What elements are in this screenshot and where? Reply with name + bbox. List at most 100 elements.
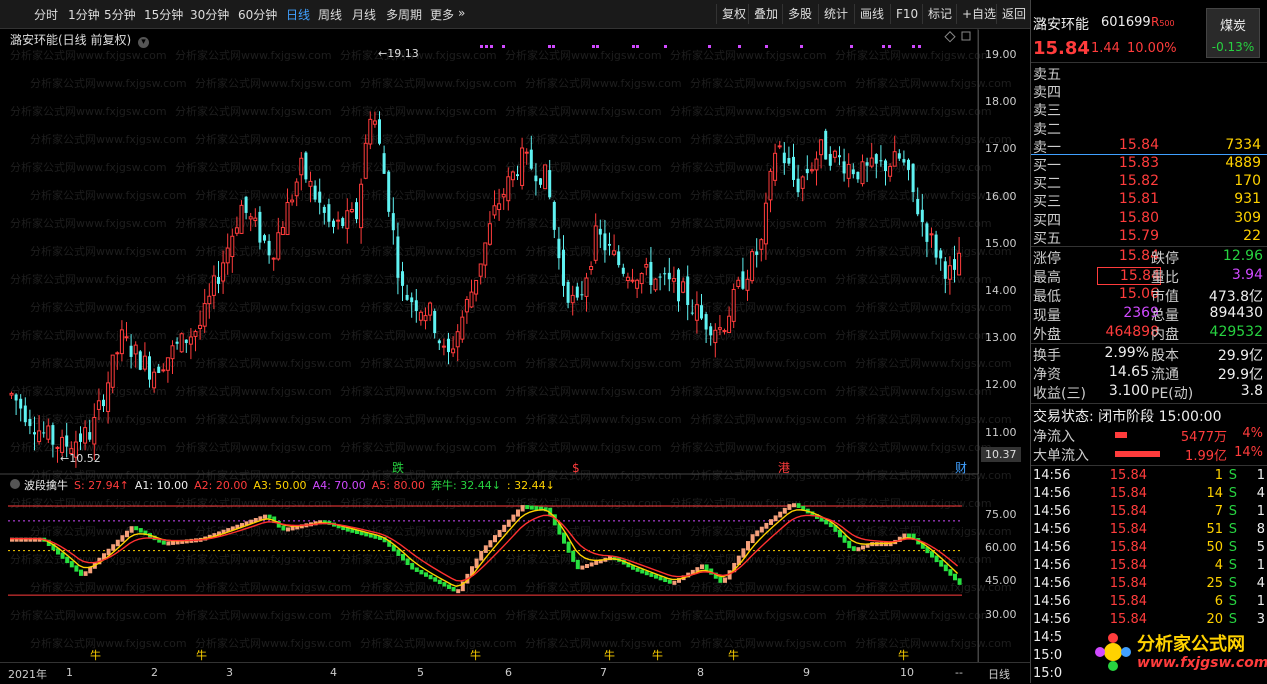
oscillator-bar (631, 565, 635, 570)
toolbar-btn-8[interactable]: 返回 (996, 4, 1031, 24)
candle-body (832, 150, 837, 158)
candle-body (129, 345, 133, 357)
sector-box[interactable]: 煤炭 -0.13% (1206, 8, 1260, 58)
candle-body (148, 356, 151, 380)
indicator-param: S: 27.94↑ (74, 479, 129, 492)
candle-body (953, 259, 956, 270)
candle-body (580, 294, 584, 296)
tick-side: S (1228, 594, 1237, 609)
candle-body (838, 155, 841, 158)
candle-body (478, 263, 483, 277)
more-arrow-icon[interactable]: » (458, 6, 466, 20)
tab-2[interactable]: 5分钟 (104, 8, 136, 22)
watermark-text: 分析家公式网www.fxjgsw.com (835, 272, 992, 286)
kline-chart[interactable]: 分析家公式网www.fxjgsw.com 分析家公式网www.fxjgsw.com… (0, 29, 1030, 662)
stat-value: 473.8亿 (1208, 289, 1263, 305)
orderbook-row[interactable]: 卖一 15.84 7334 (1033, 137, 1263, 156)
candle-body (686, 276, 690, 305)
scroll-button[interactable]: -- (955, 666, 963, 679)
candle-body (414, 300, 418, 312)
tick-time: 15:0 (1033, 648, 1063, 663)
orderbook-row[interactable]: 买三 15.81 931 (1033, 191, 1263, 211)
toolbar-btn-5[interactable]: F10 (890, 4, 923, 24)
candle-body (690, 312, 694, 314)
order-label: 买三 (1033, 194, 1061, 211)
toolbar-btn-1[interactable]: 叠加 (748, 4, 783, 24)
toolbar-btn-0[interactable]: 复权 (716, 4, 751, 24)
watermark-text: 分析家公式网www.fxjgsw.com (505, 216, 662, 230)
niu-label: 牛 (470, 648, 481, 662)
orderbook-row[interactable]: 买五 15.79 22 (1033, 228, 1263, 247)
oscillator-bar (56, 548, 60, 555)
watermark-text: 分析家公式网www.fxjgsw.com (340, 272, 497, 286)
candle-body (722, 330, 727, 333)
oscillator-bar (566, 541, 571, 553)
event-label[interactable]: 港 (778, 461, 790, 475)
chevron-down-icon[interactable]: ▾ (138, 37, 150, 48)
stat-label: 涨停 (1033, 251, 1061, 267)
tab-9[interactable]: 多周期 (386, 8, 423, 22)
indicator-param: A4: 70.00 (312, 479, 366, 492)
oscillator-bar (856, 547, 861, 552)
candle-body (492, 205, 497, 216)
tab-4[interactable]: 30分钟 (190, 8, 230, 22)
candle-body (621, 267, 625, 274)
period-label[interactable]: 日线 (988, 668, 1010, 681)
price-tick: 15.00 (985, 236, 1017, 250)
candle-body (593, 225, 598, 261)
orderbook-row[interactable]: 卖三 (1033, 100, 1263, 119)
orderbook-row[interactable]: 买四 15.80 309 (1033, 210, 1263, 229)
indicator-name[interactable]: 波段擒牛 (24, 479, 68, 492)
collapse-icon[interactable] (10, 479, 20, 489)
tab-8[interactable]: 月线 (352, 8, 377, 22)
tab-10[interactable]: 更多 (430, 8, 455, 22)
square-icon[interactable] (961, 31, 971, 41)
watermark-text: 分析家公式网www.fxjgsw.com (195, 188, 352, 202)
orderbook-row[interactable]: 卖四 (1033, 82, 1263, 101)
candle-body (37, 430, 42, 443)
oscillator-bar (635, 567, 640, 572)
toolbar-btn-6[interactable]: 标记 (922, 4, 957, 24)
diamond-icon[interactable] (944, 31, 956, 43)
orderbook-row[interactable]: 卖二 (1033, 119, 1263, 138)
tab-0[interactable]: 分时 (34, 8, 59, 22)
toolbar-btn-7[interactable]: +自选 (956, 4, 1001, 24)
candle-body (437, 340, 441, 344)
orderbook-row[interactable]: 买一 15.83 4889 (1033, 155, 1263, 174)
tab-3[interactable]: 15分钟 (144, 8, 184, 22)
tab-6[interactable]: 日线 (286, 8, 311, 22)
stat-value: 15.84 (1118, 248, 1159, 264)
watermark-text: 分析家公式网www.fxjgsw.com (360, 76, 517, 90)
price-tick: 18.00 (985, 95, 1017, 109)
candle-body (355, 202, 358, 220)
candle-body (727, 315, 732, 333)
toolbar-btn-3[interactable]: 统计 (818, 4, 853, 24)
price-axis: 19.00 18.00 17.00 16.00 15.00 14.00 13.00 12.00… (978, 30, 1031, 474)
event-label[interactable]: $ (572, 461, 580, 475)
toolbar-btn-4[interactable]: 画线 (854, 4, 889, 24)
order-price: 15.82 (1118, 173, 1159, 190)
candle-body (304, 152, 308, 180)
candle-body (653, 278, 658, 291)
indicator-tick: 45.00 (985, 574, 1017, 587)
tab-7[interactable]: 周线 (318, 8, 343, 22)
candle-body (207, 295, 212, 305)
candle-body (700, 305, 703, 319)
candle-body (221, 262, 226, 282)
tick-volume: 20 (1206, 612, 1223, 627)
orderbook-row[interactable]: 卖五 (1033, 64, 1263, 83)
logo-url: www.fxjgsw.com (1137, 655, 1267, 671)
event-label[interactable]: 财 (955, 461, 967, 475)
price-tick: 12.00 (985, 378, 1017, 392)
tick-time: 14:56 (1033, 522, 1071, 537)
event-label[interactable]: 跌 (392, 460, 404, 475)
tab-1[interactable]: 1分钟 (68, 8, 100, 22)
candle-body (110, 354, 115, 388)
order-label: 买二 (1033, 176, 1061, 193)
oscillator-bar (14, 537, 19, 542)
toolbar-btn-2[interactable]: 多股 (782, 4, 817, 24)
tab-5[interactable]: 60分钟 (238, 8, 278, 22)
tick-volume: 25 (1206, 576, 1223, 591)
orderbook-row[interactable]: 买二 15.82 170 (1033, 173, 1263, 193)
candle-body (639, 273, 644, 285)
